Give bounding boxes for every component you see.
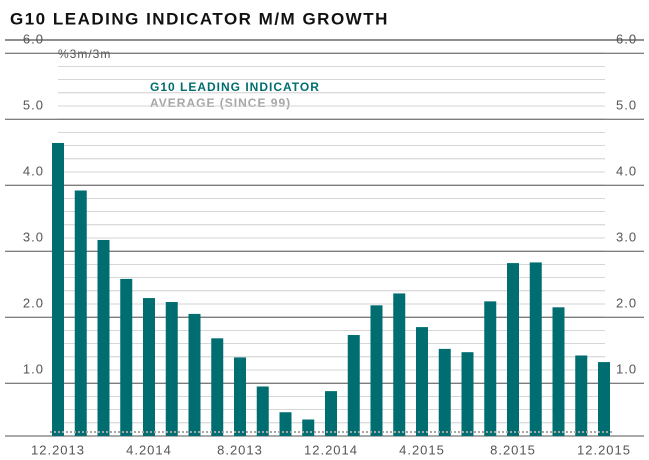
bar	[438, 348, 451, 436]
bar	[234, 357, 246, 436]
bar	[97, 239, 110, 436]
bar	[165, 302, 178, 436]
bar	[143, 298, 155, 436]
bar	[52, 142, 64, 436]
bar	[484, 301, 497, 436]
x-tick-label: 4.2015	[399, 442, 445, 457]
bar	[347, 335, 360, 436]
y2-tick-label: 4.0	[616, 164, 637, 179]
bar	[302, 419, 315, 436]
bar	[393, 293, 406, 436]
y2-tick-label: 3.0	[616, 230, 637, 245]
x-tick-label: 12.2015	[577, 442, 631, 457]
unit-label: %3m/3m	[58, 47, 111, 61]
y2-tick-label: 2.0	[616, 296, 637, 311]
bar	[74, 190, 87, 436]
y2-tick-label: 1.0	[616, 362, 637, 377]
bar	[370, 305, 383, 436]
x-tick-label: 12.2013	[31, 442, 85, 457]
y2-tick-label: 6.0	[616, 32, 637, 47]
y-tick-label: 6.0	[23, 32, 44, 47]
bar	[188, 313, 201, 436]
bar	[416, 327, 428, 436]
legend-average: AVERAGE (SINCE 99)	[150, 96, 291, 110]
y-tick-label: 5.0	[23, 98, 44, 113]
y-tick-label: 1.0	[23, 362, 44, 377]
x-tick-label: 8.2013	[217, 442, 263, 457]
y2-tick-label: 5.0	[616, 98, 637, 113]
bar	[529, 262, 542, 436]
y-tick-label: 4.0	[23, 164, 44, 179]
bar	[120, 278, 133, 436]
x-tick-label: 8.2015	[490, 442, 536, 457]
bar	[507, 263, 519, 436]
bar	[279, 412, 292, 436]
x-tick-label: 12.2014	[304, 442, 358, 457]
legend-series: G10 LEADING INDICATOR	[150, 80, 320, 94]
bar	[598, 362, 610, 436]
y-tick-label: 2.0	[23, 296, 44, 311]
y-tick-label: 3.0	[23, 230, 44, 245]
chart-title: G10 LEADING INDICATOR M/M GROWTH	[10, 9, 389, 28]
bar	[461, 352, 474, 436]
bar	[325, 391, 337, 436]
bar	[211, 338, 224, 436]
x-tick-label: 4.2014	[126, 442, 172, 457]
bar	[256, 386, 269, 436]
bar	[575, 355, 588, 436]
bar	[552, 307, 565, 436]
